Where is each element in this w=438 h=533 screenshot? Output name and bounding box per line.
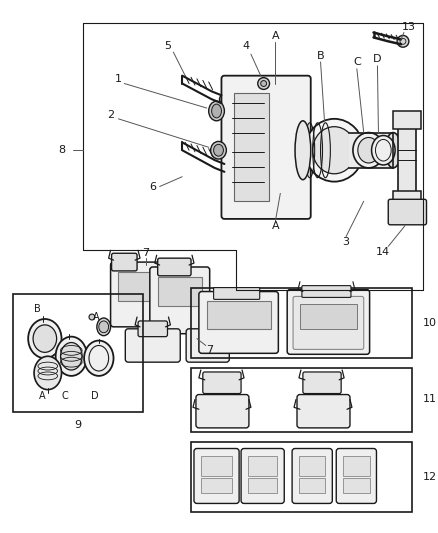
Text: 6: 6 xyxy=(149,182,156,191)
Text: 5: 5 xyxy=(164,41,171,51)
FancyBboxPatch shape xyxy=(199,292,279,353)
Bar xyxy=(118,272,162,301)
Bar xyxy=(398,118,416,201)
FancyBboxPatch shape xyxy=(302,286,351,297)
Bar xyxy=(299,456,325,476)
Text: C: C xyxy=(353,57,361,67)
Bar xyxy=(191,442,412,512)
Bar xyxy=(393,191,420,209)
Bar xyxy=(393,111,420,128)
Text: 2: 2 xyxy=(107,110,114,120)
FancyBboxPatch shape xyxy=(287,289,370,354)
Ellipse shape xyxy=(34,356,61,390)
FancyBboxPatch shape xyxy=(138,321,167,337)
Ellipse shape xyxy=(295,121,311,180)
Bar xyxy=(349,133,393,168)
FancyBboxPatch shape xyxy=(125,329,180,362)
Circle shape xyxy=(261,80,267,86)
Bar xyxy=(234,93,268,201)
Bar xyxy=(343,479,370,493)
Text: A: A xyxy=(39,391,45,400)
Bar xyxy=(343,456,370,476)
Bar xyxy=(201,456,232,476)
Text: 7: 7 xyxy=(206,345,213,356)
FancyBboxPatch shape xyxy=(194,448,239,504)
FancyBboxPatch shape xyxy=(203,372,241,393)
Text: D: D xyxy=(373,54,381,64)
Text: C: C xyxy=(61,391,68,400)
Text: B: B xyxy=(34,304,40,314)
FancyBboxPatch shape xyxy=(150,267,210,334)
Text: 12: 12 xyxy=(423,472,437,482)
FancyBboxPatch shape xyxy=(110,262,170,327)
Bar xyxy=(248,456,277,476)
Text: 14: 14 xyxy=(376,247,390,257)
Text: 13: 13 xyxy=(402,22,416,31)
Text: A: A xyxy=(272,31,279,42)
Bar xyxy=(158,277,202,306)
Bar xyxy=(300,304,357,329)
Text: B: B xyxy=(317,51,325,61)
Text: 1: 1 xyxy=(115,74,122,84)
Circle shape xyxy=(219,94,230,104)
Text: 10: 10 xyxy=(423,318,437,328)
Ellipse shape xyxy=(33,325,57,352)
FancyBboxPatch shape xyxy=(336,448,377,504)
Ellipse shape xyxy=(212,104,222,118)
Text: 3: 3 xyxy=(343,238,350,247)
Ellipse shape xyxy=(28,319,61,358)
Ellipse shape xyxy=(84,341,113,376)
FancyBboxPatch shape xyxy=(241,448,284,504)
FancyBboxPatch shape xyxy=(297,394,350,428)
FancyBboxPatch shape xyxy=(293,296,364,350)
FancyBboxPatch shape xyxy=(186,329,230,362)
Text: 7: 7 xyxy=(142,248,149,259)
Circle shape xyxy=(223,163,232,173)
Ellipse shape xyxy=(60,343,82,370)
Bar xyxy=(299,479,325,493)
Text: D: D xyxy=(91,391,99,400)
Text: A: A xyxy=(272,221,279,231)
Circle shape xyxy=(89,314,95,320)
Bar xyxy=(207,301,271,329)
FancyBboxPatch shape xyxy=(214,288,260,300)
Bar xyxy=(201,479,232,493)
Bar xyxy=(191,288,412,358)
FancyBboxPatch shape xyxy=(222,76,311,219)
Ellipse shape xyxy=(97,318,110,336)
Ellipse shape xyxy=(358,138,379,163)
Ellipse shape xyxy=(214,144,223,156)
Ellipse shape xyxy=(99,321,109,333)
FancyBboxPatch shape xyxy=(303,372,341,393)
FancyBboxPatch shape xyxy=(292,448,332,504)
Text: 8: 8 xyxy=(58,145,65,155)
FancyBboxPatch shape xyxy=(196,394,249,428)
Ellipse shape xyxy=(305,119,364,182)
Bar xyxy=(248,479,277,493)
Text: 4: 4 xyxy=(242,41,250,51)
Ellipse shape xyxy=(258,78,269,90)
FancyBboxPatch shape xyxy=(112,253,137,271)
Bar xyxy=(14,294,143,412)
Text: 9: 9 xyxy=(74,420,82,430)
Ellipse shape xyxy=(211,141,226,159)
Ellipse shape xyxy=(371,135,395,165)
Ellipse shape xyxy=(208,101,224,121)
Text: A: A xyxy=(92,312,99,322)
Ellipse shape xyxy=(385,133,401,168)
Ellipse shape xyxy=(353,133,384,168)
Circle shape xyxy=(397,35,409,47)
Text: 11: 11 xyxy=(423,394,437,405)
FancyBboxPatch shape xyxy=(158,258,191,276)
FancyBboxPatch shape xyxy=(388,199,427,225)
Ellipse shape xyxy=(56,337,87,376)
Bar xyxy=(191,368,412,432)
Ellipse shape xyxy=(313,127,356,174)
